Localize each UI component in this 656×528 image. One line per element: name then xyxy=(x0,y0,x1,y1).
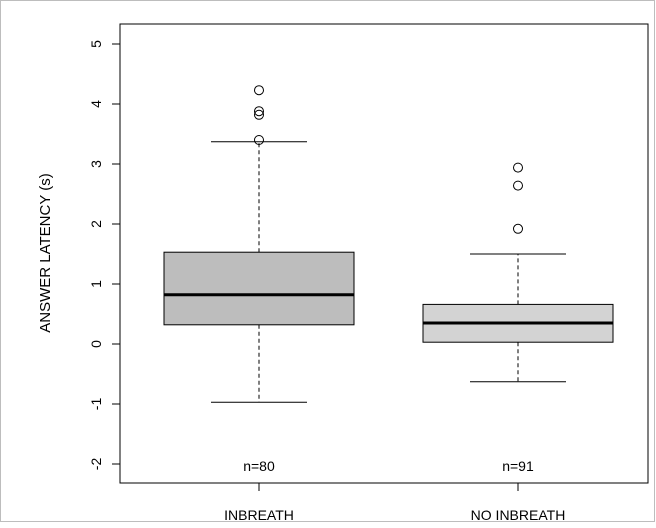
boxes: n=80 n=91 xyxy=(163,85,614,474)
x-labels: INBREATH NO INBREATH xyxy=(224,483,565,523)
y-tick-label: 5 xyxy=(88,40,104,48)
sample-size-label: n=80 xyxy=(243,458,275,474)
outlier-point xyxy=(513,162,523,173)
box-group: n=80 xyxy=(163,85,355,474)
outlier-point xyxy=(254,109,264,120)
y-tick-label: 2 xyxy=(88,220,104,228)
y-tick-label: 1 xyxy=(88,280,104,288)
y-tick-label: -2 xyxy=(88,458,104,471)
y-axis-label: ANSWER LATENCY (s) xyxy=(37,173,54,332)
box-group: n=91 xyxy=(422,162,614,474)
y-tick-label: -1 xyxy=(88,398,104,411)
outlier-point xyxy=(254,106,264,117)
outlier-point xyxy=(254,135,264,145)
y-tick-label: 4 xyxy=(88,100,104,108)
outlier-point xyxy=(513,223,523,234)
x-tick-label: NO INBREATH xyxy=(471,507,566,523)
y-tick-label: 0 xyxy=(88,340,104,348)
y-tick-label: 3 xyxy=(88,160,104,168)
outlier-point xyxy=(254,85,264,96)
iqr-box xyxy=(163,251,355,326)
sample-size-label: n=91 xyxy=(502,458,534,474)
x-tick-label: INBREATH xyxy=(224,507,294,523)
y-ticks: -2 -1 0 1 2 3 4 5 xyxy=(88,40,120,470)
outlier-point xyxy=(513,180,523,191)
